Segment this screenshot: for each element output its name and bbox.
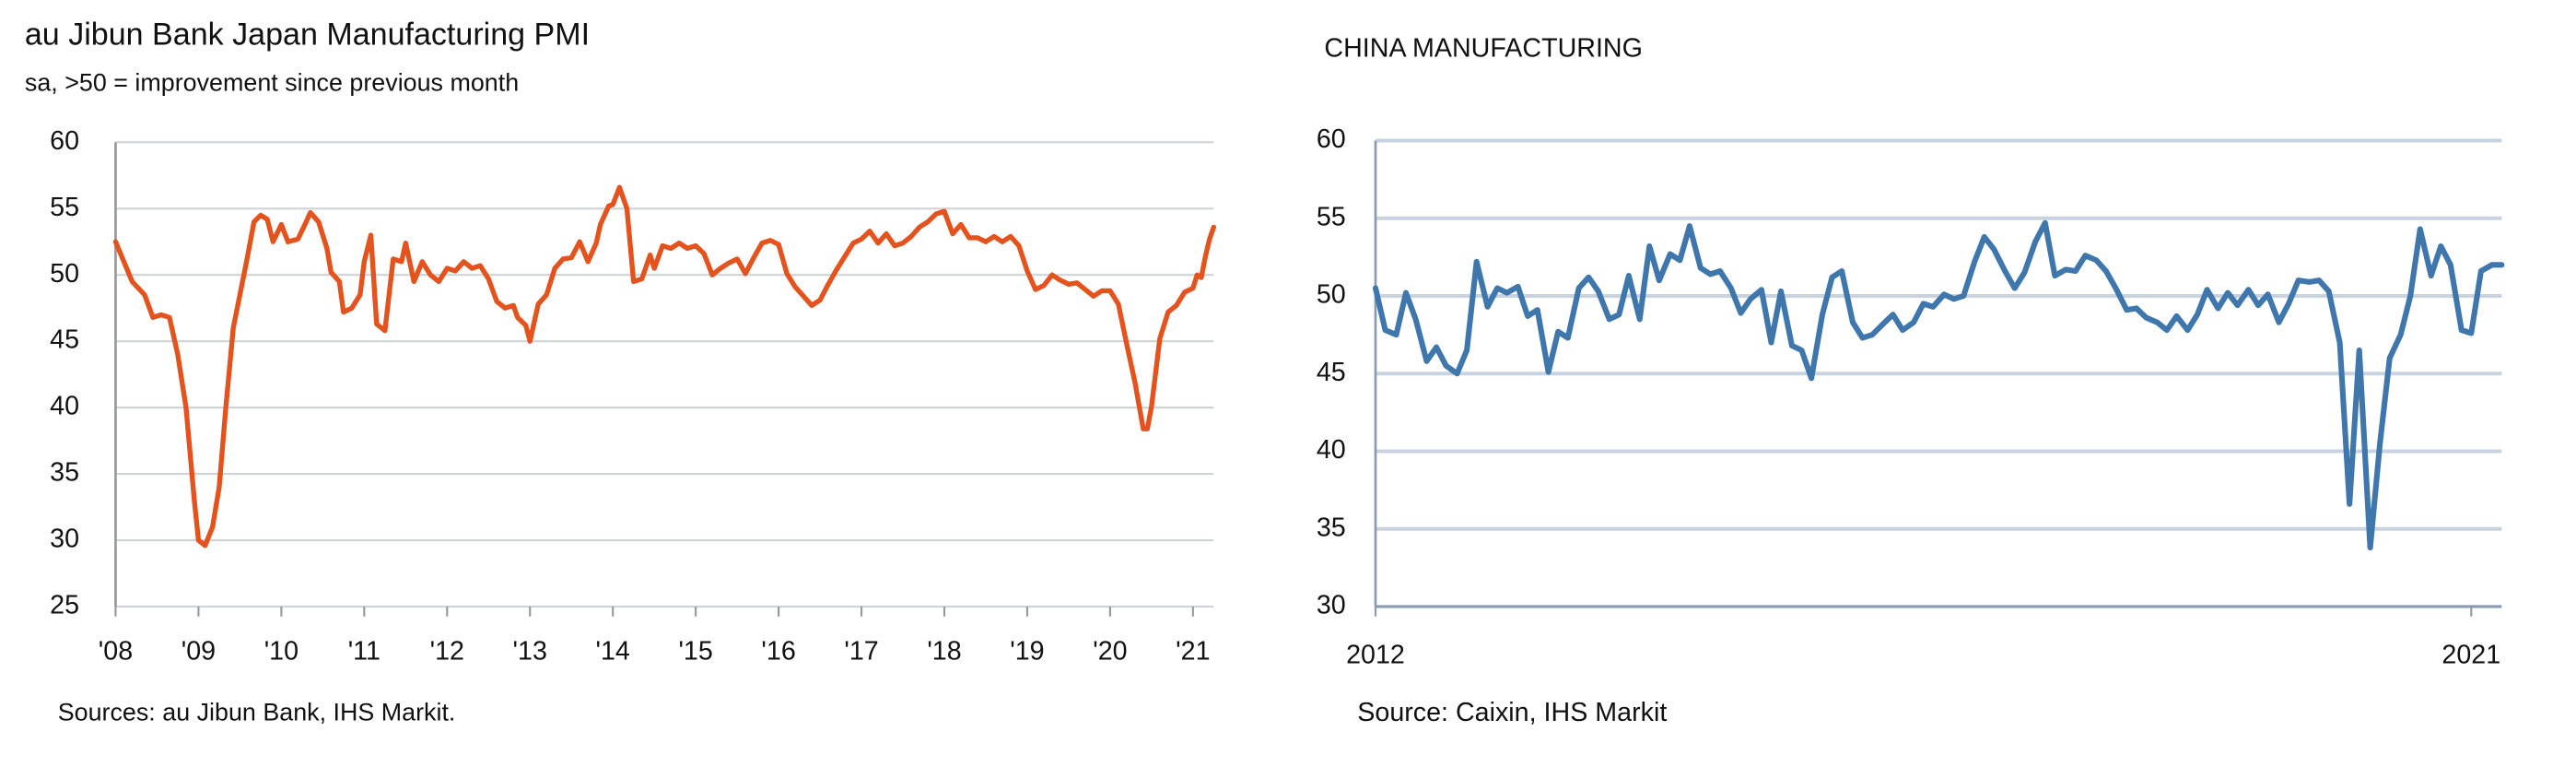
y-tick-label: 30 [50,525,79,554]
y-tick-label: 45 [50,325,79,355]
x-tick-label: '10 [264,637,299,667]
x-tick-label: '12 [430,637,464,667]
y-tick-label: 30 [1317,591,1346,620]
x-tick-label: '16 [761,637,795,667]
x-tick-label: '08 [99,637,133,667]
data-line [1372,219,2505,550]
source-note: Source: Caixin, IHS Markit [1357,698,1667,727]
y-tick-label: 60 [50,126,79,156]
x-tick-label: '20 [1093,637,1127,667]
data-line [112,184,1217,549]
x-tick-label: '11 [348,637,381,667]
x-tick-label: '13 [513,637,547,667]
y-tick-label: 60 [1317,124,1346,154]
x-tick-label: '18 [927,637,961,667]
y-tick-label: 25 [50,591,79,620]
y-tick-label: 55 [1317,202,1346,231]
chart-title: au Jibun Bank Japan Manufacturing PMI [25,18,590,53]
x-tick-label: '14 [596,637,630,667]
y-tick-label: 55 [50,193,79,222]
y-tick-label: 35 [50,458,79,488]
x-tick-label: '19 [1010,637,1044,667]
chart-subtitle: sa, >50 = improvement since previous mon… [25,69,519,97]
y-tick-label: 50 [1317,280,1346,310]
x-tick-label: '21 [1176,637,1210,667]
x-tick-label: 2021 [2441,640,2500,669]
source-note: Sources: au Jibun Bank, IHS Markit. [58,699,456,726]
x-tick-label: 2012 [1346,640,1405,669]
x-tick-label: '15 [678,637,712,667]
x-tick-label: '09 [181,637,216,667]
y-tick-label: 35 [1317,513,1346,542]
x-tick-label: '17 [844,637,878,667]
y-tick-label: 45 [1317,358,1346,387]
y-tick-label: 40 [1317,435,1346,465]
chart-title: CHINA MANUFACTURING [1324,34,1642,64]
y-tick-label: 40 [50,392,79,421]
y-tick-label: 50 [50,259,79,289]
